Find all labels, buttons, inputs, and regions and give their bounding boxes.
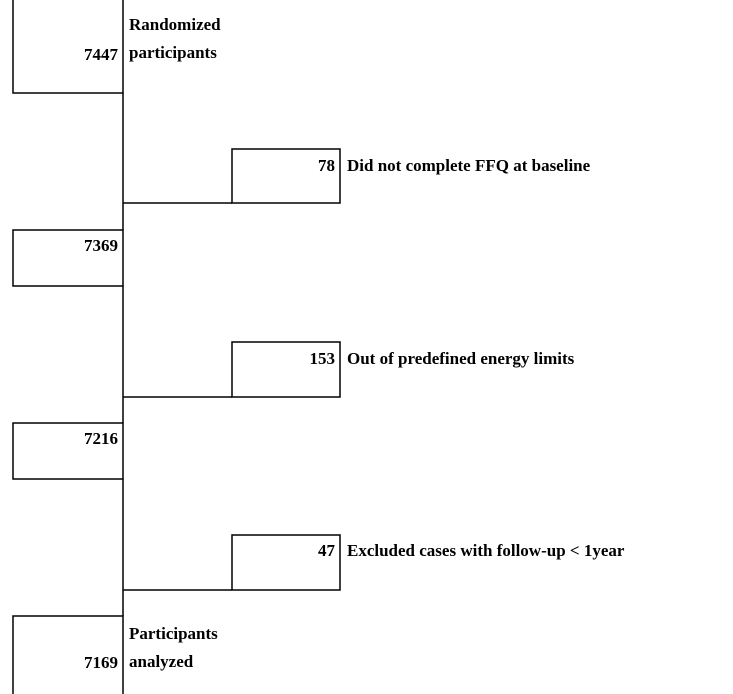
box	[12, 422, 124, 480]
box-label: participants	[129, 43, 217, 62]
box-value: 7169	[84, 653, 118, 672]
box-label: Participants	[129, 624, 218, 643]
box-label: analyzed	[129, 652, 194, 671]
exclusion-label: Out of predefined energy limits	[347, 349, 575, 368]
exclusion-label: Did not complete FFQ at baseline	[347, 156, 591, 175]
exclusion-value: 47	[318, 541, 336, 560]
box-value: 7447	[84, 45, 119, 64]
box	[12, 615, 124, 694]
exclusion-label: Excluded cases with follow-up < 1year	[347, 541, 625, 560]
box-value: 7216	[84, 429, 118, 448]
box	[12, 229, 124, 287]
exclusion-value: 153	[310, 349, 336, 368]
exclusion-box	[231, 341, 341, 398]
exclusion-value: 78	[318, 156, 335, 175]
exclusion-box	[231, 148, 341, 204]
exclusion-box	[231, 534, 341, 591]
box-value: 7369	[84, 236, 118, 255]
box	[12, 0, 124, 94]
box-label: Randomized	[129, 15, 221, 34]
